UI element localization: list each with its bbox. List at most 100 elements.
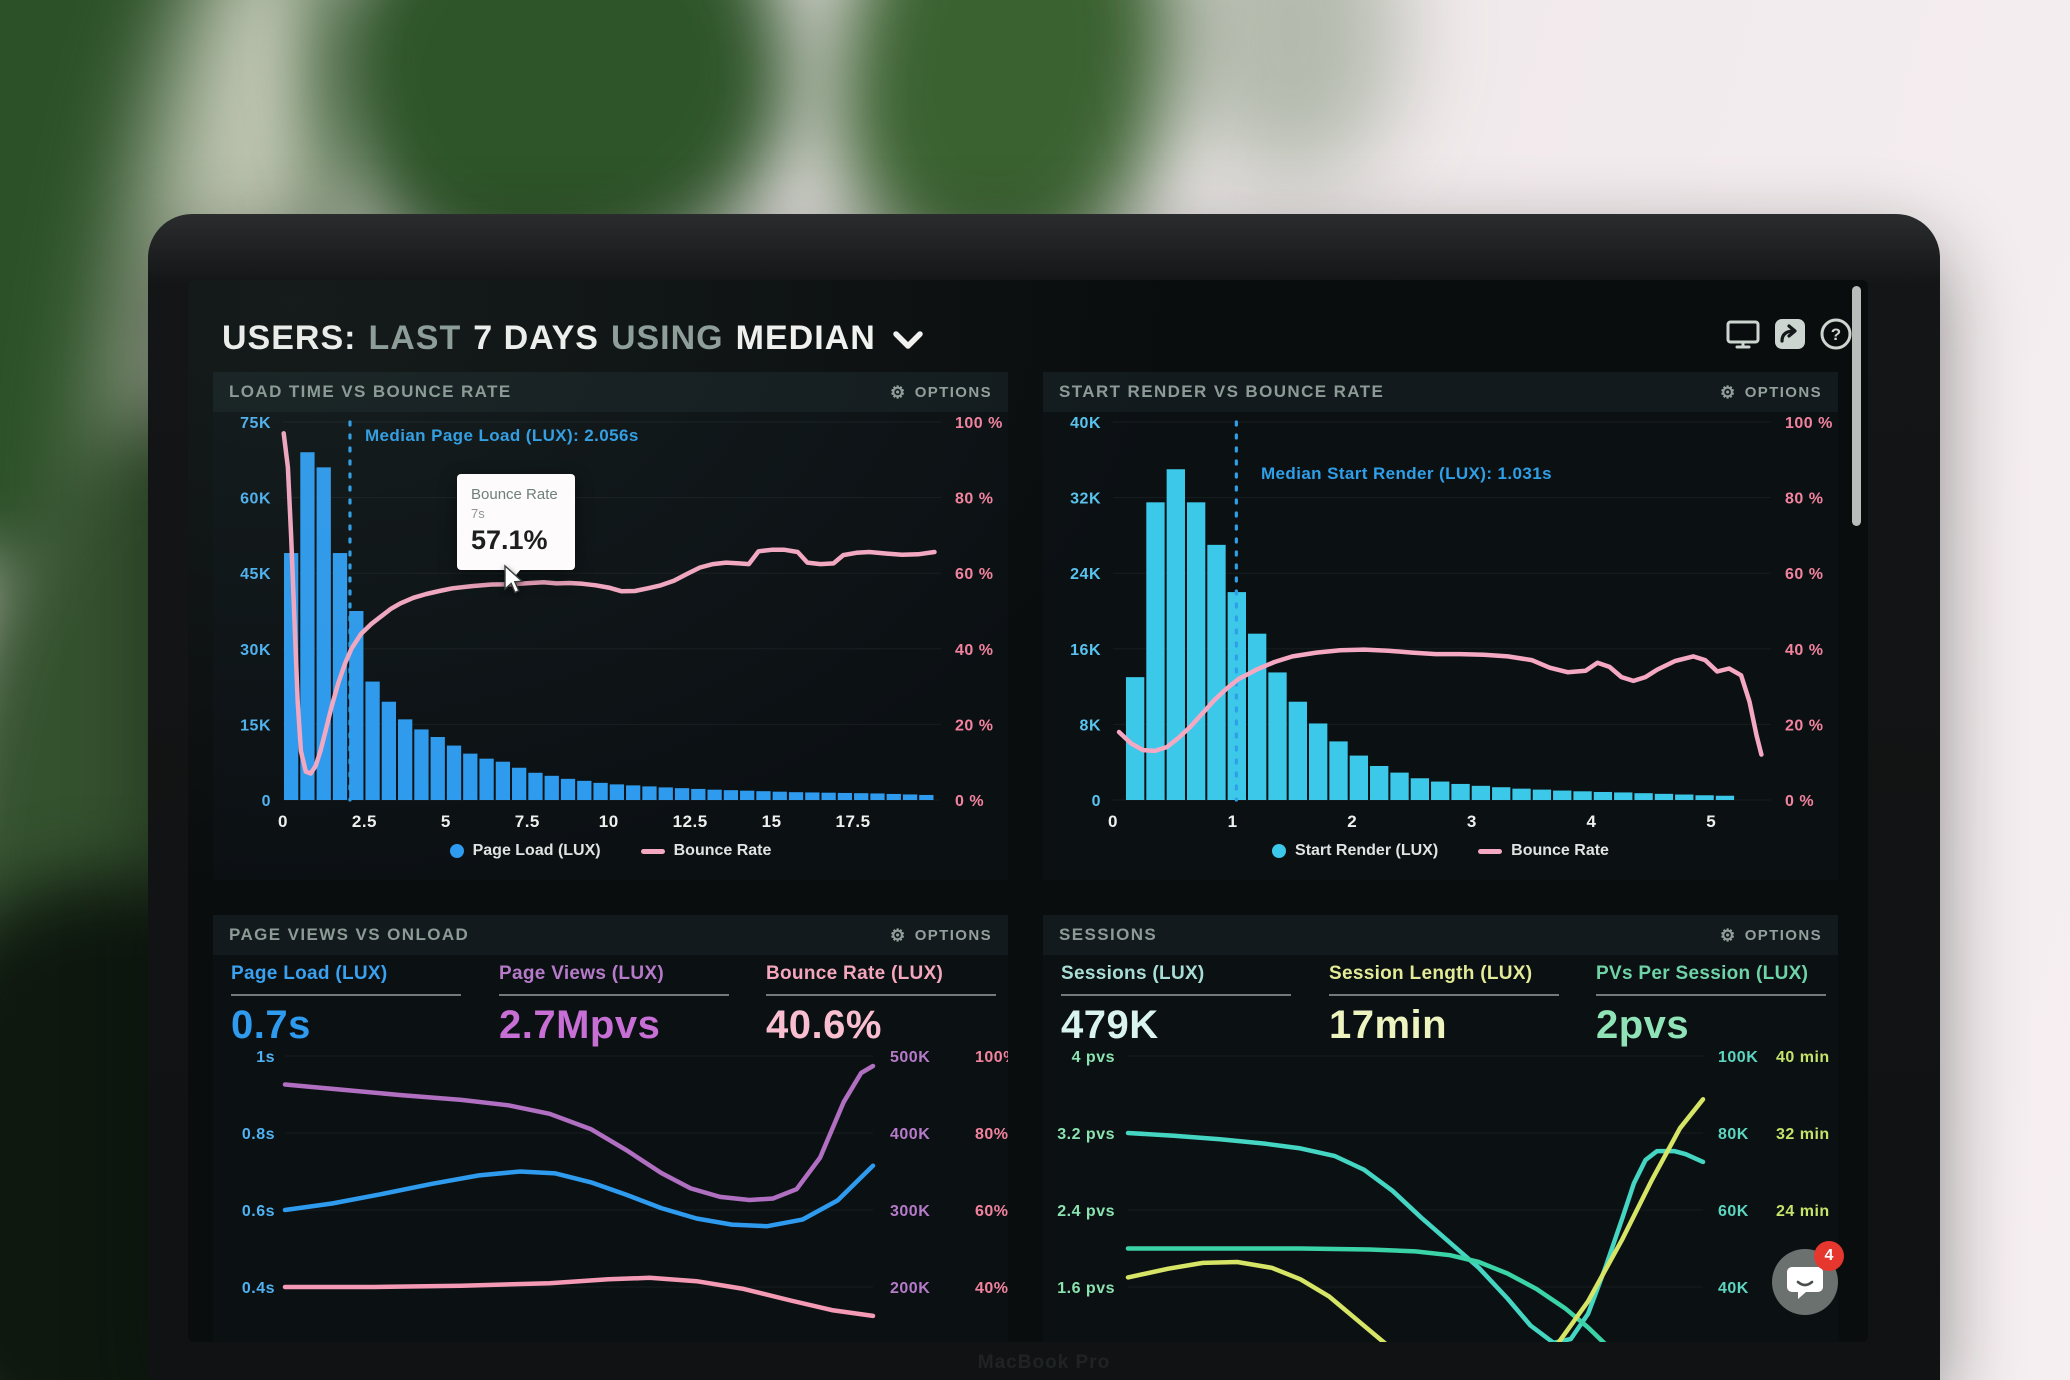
svg-text:0: 0 (278, 812, 288, 831)
metric-label: Session Length (LUX) (1329, 963, 1533, 984)
svg-text:30K: 30K (240, 642, 271, 659)
svg-text:100 %: 100 % (955, 415, 1003, 432)
gear-icon: ⚙ (1720, 382, 1737, 402)
metric-sessions: Sessions (LUX) 479K (1061, 963, 1301, 1048)
svg-text:60 %: 60 % (955, 566, 993, 583)
legend-item: Bounce Rate (1478, 842, 1609, 860)
panel-start-render: START RENDER VS BOUNCE RATE ⚙ OPTIONS 40… (1043, 372, 1838, 880)
svg-text:15: 15 (762, 812, 782, 831)
svg-text:0 %: 0 % (955, 793, 984, 810)
title-users: USERS: (222, 319, 357, 357)
display-icon[interactable] (1726, 319, 1760, 349)
page-views-chart[interactable]: 1s 500K 100% 0.8s 400K 80% 0.6s 300K 60% 0.4s 200K… (213, 1049, 1008, 1342)
legend-label: Bounce Rate (673, 842, 772, 859)
metric-page-load: Page Load (LUX) 0.7s (231, 963, 471, 1048)
svg-text:3: 3 (1467, 812, 1477, 831)
load-time-chart[interactable]: 75K 100 % 60K 80 % 45K 60 % 30K 40 % 15K 20 % 0 0 %… (213, 412, 1008, 847)
svg-text:0 %: 0 % (1785, 793, 1814, 810)
svg-text:7.5: 7.5 (515, 812, 540, 831)
svg-text:75K: 75K (240, 415, 271, 432)
title-days: 7 DAYS (473, 319, 599, 357)
svg-text:80K: 80K (1718, 1126, 1749, 1143)
panel-title: START RENDER VS BOUNCE RATE (1059, 382, 1385, 401)
scrollbar-thumb[interactable] (1852, 286, 1861, 526)
svg-text:8K: 8K (1080, 717, 1101, 734)
metric-label: Page Load (LUX) (231, 963, 388, 984)
svg-text:20 %: 20 % (1785, 717, 1823, 734)
svg-text:12.5: 12.5 (673, 812, 708, 831)
options-button[interactable]: ⚙ OPTIONS (1720, 927, 1822, 944)
svg-text:4: 4 (1587, 812, 1597, 831)
notification-badge: 4 (1814, 1241, 1844, 1271)
metrics-row: Sessions (LUX) 479K Session Length (LUX)… (1043, 955, 1838, 1050)
svg-text:60K: 60K (1718, 1203, 1749, 1220)
svg-text:10: 10 (599, 812, 619, 831)
panel-header: SESSIONS ⚙ OPTIONS (1043, 915, 1838, 955)
panel-title: SESSIONS (1059, 925, 1158, 944)
legend-line-icon (640, 848, 665, 854)
options-label: OPTIONS (1744, 926, 1822, 944)
metric-divider (1329, 994, 1559, 996)
legend-dot-icon (449, 844, 464, 858)
svg-text:80 %: 80 % (1785, 491, 1823, 508)
svg-text:100 %: 100 % (1785, 415, 1833, 432)
legend-item: Page Load (LUX) (449, 842, 601, 860)
legend-label: Start Render (LUX) (1295, 842, 1439, 859)
header-toolbar: ? (1726, 318, 1852, 350)
tooltip-x-value: 7s (471, 506, 485, 521)
svg-text:40%: 40% (975, 1280, 1008, 1297)
legend-dot-icon (1272, 844, 1287, 858)
title-median: MEDIAN (735, 319, 876, 357)
tooltip-series: Bounce Rate (471, 486, 558, 503)
metric-value: 2pvs (1596, 1003, 1690, 1047)
chevron-down-icon[interactable] (892, 330, 924, 350)
svg-text:0.6s: 0.6s (242, 1203, 275, 1220)
options-button[interactable]: ⚙ OPTIONS (890, 384, 992, 401)
svg-text:1: 1 (1228, 812, 1238, 831)
title-last: LAST (368, 319, 462, 357)
panel-header: START RENDER VS BOUNCE RATE ⚙ OPTIONS (1043, 372, 1838, 412)
svg-text:24K: 24K (1070, 566, 1101, 583)
svg-text:15K: 15K (240, 717, 271, 734)
options-button[interactable]: ⚙ OPTIONS (890, 927, 992, 944)
metric-divider (1596, 994, 1826, 996)
laptop-brand-label: MacBook Pro (977, 1352, 1111, 1373)
panel-load-time: LOAD TIME VS BOUNCE RATE ⚙ OPTIONS 75K 10… (213, 372, 1008, 880)
svg-text:45K: 45K (240, 566, 271, 583)
metric-value: 2.7Mpvs (499, 1003, 661, 1047)
chat-widget-button[interactable]: 4 (1772, 1241, 1844, 1315)
legend-item: Bounce Rate (640, 842, 772, 860)
svg-text:60%: 60% (975, 1203, 1008, 1220)
panel-header: PAGE VIEWS VS ONLOAD ⚙ OPTIONS (213, 915, 1008, 955)
metric-divider (766, 994, 996, 996)
svg-text:60 %: 60 % (1785, 566, 1823, 583)
chart-tooltip: Bounce Rate 7s 57.1% (457, 474, 575, 580)
panel-sessions: SESSIONS ⚙ OPTIONS Sessions (LUX) 479K (1043, 915, 1838, 1342)
svg-text:100K: 100K (1718, 1050, 1758, 1066)
help-icon[interactable]: ? (1820, 318, 1852, 350)
metrics-row: Page Load (LUX) 0.7s Page Views (LUX) 2.… (213, 955, 1008, 1050)
panel-page-views: PAGE VIEWS VS ONLOAD ⚙ OPTIONS Page Load… (213, 915, 1008, 1342)
svg-text:200K: 200K (890, 1280, 930, 1297)
metric-value: 17min (1329, 1003, 1448, 1047)
svg-text:32 min: 32 min (1776, 1126, 1830, 1143)
metric-session-length: Session Length (LUX) 17min (1329, 963, 1569, 1048)
panel-header: LOAD TIME VS BOUNCE RATE ⚙ OPTIONS (213, 372, 1008, 412)
share-icon[interactable] (1774, 318, 1806, 350)
sessions-chart[interactable]: 4 pvs 100K 40 min 3.2 pvs 80K 32 min 2.4 pvs 60… (1043, 1049, 1838, 1342)
svg-text:20 %: 20 % (955, 717, 993, 734)
page-title: USERS: LAST 7 DAYS USING MEDIAN (222, 316, 924, 360)
svg-text:100%: 100% (975, 1050, 1008, 1066)
start-render-chart[interactable]: 40K 100 % 32K 80 % 24K 60 % 16K 40 % 8K 20 % 0 0 % 0… (1043, 412, 1838, 847)
svg-text:3.2 pvs: 3.2 pvs (1057, 1126, 1115, 1143)
svg-text:60K: 60K (240, 491, 271, 508)
options-label: OPTIONS (914, 926, 992, 944)
gear-icon: ⚙ (890, 382, 907, 402)
metric-divider (231, 994, 461, 996)
chart-legend: Page Load (LUX) Bounce Rate (213, 842, 1008, 860)
metric-label: Sessions (LUX) (1061, 963, 1205, 984)
options-button[interactable]: ⚙ OPTIONS (1720, 384, 1822, 401)
svg-text:40 %: 40 % (1785, 642, 1823, 659)
options-label: OPTIONS (914, 383, 992, 401)
metric-value: 0.7s (231, 1003, 311, 1047)
